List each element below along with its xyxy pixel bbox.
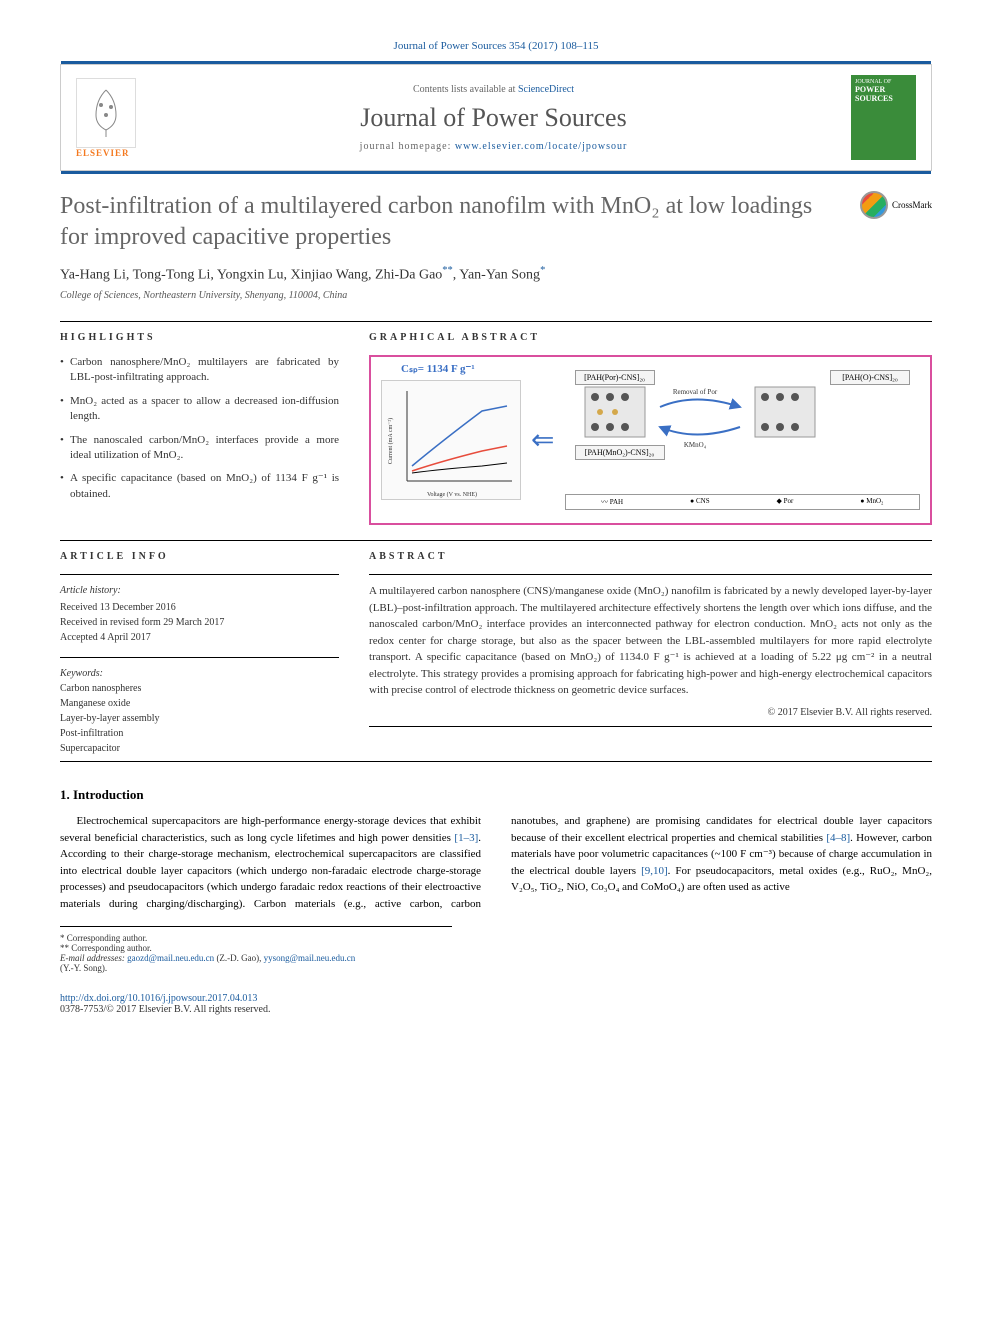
keyword: Manganese oxide (60, 696, 339, 711)
crossmark-badge[interactable]: CrossMark (860, 191, 932, 219)
ga-legend: 〰 PAH ● CNS ◆ Por ● MnO₂ (565, 494, 921, 510)
homepage-link[interactable]: www.elsevier.com/locate/jpowsour (455, 141, 627, 152)
crossmark-icon (860, 191, 888, 219)
journal-cover-thumbnail: JOURNAL OF POWER SOURCES (851, 75, 916, 160)
contents-prefix: Contents lists available at (413, 84, 518, 95)
corresponding-author-1: * Corresponding author. (60, 933, 452, 943)
authors-list: Ya-Hang Li, Tong-Tong Li, Yongxin Lu, Xi… (60, 265, 932, 284)
sciencedirect-link[interactable]: ScienceDirect (518, 84, 574, 95)
abstract-label: ABSTRACT (369, 551, 932, 562)
graphical-abstract-figure: Cₛₚ= 1134 F g⁻¹ Voltage (V vs. NHE) Curr… (369, 355, 932, 525)
homepage-line: journal homepage: www.elsevier.com/locat… (136, 141, 851, 152)
ref-link[interactable]: [4–8] (826, 832, 850, 844)
article-info: Article history: Received 13 December 20… (60, 583, 339, 645)
svg-text:Current (mA cm⁻²): Current (mA cm⁻²) (387, 418, 394, 464)
journal-reference: Journal of Power Sources 354 (2017) 108–… (60, 40, 932, 52)
revised-date: Received in revised form 29 March 2017 (60, 615, 339, 630)
footer-doi: http://dx.doi.org/10.1016/j.jpowsour.201… (60, 993, 932, 1004)
keywords-block: Keywords: Carbon nanospheres Manganese o… (60, 666, 339, 756)
contents-line: Contents lists available at ScienceDirec… (136, 84, 851, 95)
graphical-abstract-label: GRAPHICAL ABSTRACT (369, 332, 932, 343)
homepage-prefix: journal homepage: (360, 141, 455, 152)
elsevier-logo-block: ELSEVIER (76, 78, 136, 158)
abstract-copyright: © 2017 Elsevier B.V. All rights reserved… (369, 707, 932, 718)
email-link-1[interactable]: gaozd@mail.neu.edu.cn (127, 953, 214, 963)
doi-link[interactable]: http://dx.doi.org/10.1016/j.jpowsour.201… (60, 993, 257, 1004)
received-date: Received 13 December 2016 (60, 600, 339, 615)
article-title: Post-infiltration of a multilayered carb… (60, 191, 845, 253)
ga-chart: Voltage (V vs. NHE) Current (mA cm⁻²) (381, 380, 521, 500)
highlight-item: A specific capacitance (based on MnO₂) o… (60, 471, 339, 502)
header-center: Contents lists available at ScienceDirec… (136, 84, 851, 152)
keyword: Carbon nanospheres (60, 681, 339, 696)
highlights-list: Carbon nanosphere/MnO₂ multilayers are f… (60, 355, 339, 502)
elsevier-tree-icon (76, 78, 136, 148)
highlight-item: Carbon nanosphere/MnO₂ multilayers are f… (60, 355, 339, 386)
journal-name: Journal of Power Sources (136, 103, 851, 133)
intro-body: Electrochemical supercapacitors are high… (60, 813, 932, 912)
ga-schematic: [PAH(Por)-CNS]₂₀ [PAH(O)-CNS]₂₀ [PAH(MnO… (565, 370, 921, 510)
ga-csp-label: Cₛₚ= 1134 F g⁻¹ (401, 362, 475, 375)
article-info-label: ARTICLE INFO (60, 551, 339, 562)
keywords-label: Keywords: (60, 666, 339, 681)
keyword: Post-infiltration (60, 726, 339, 741)
email-label: E-mail addresses: (60, 953, 127, 963)
highlight-item: The nanoscaled carbon/MnO₂ interfaces pr… (60, 433, 339, 464)
corresponding-author-2: ** Corresponding author. (60, 943, 452, 953)
email-link-2[interactable]: yysong@mail.neu.edu.cn (264, 953, 356, 963)
ref-link[interactable]: [1–3] (454, 832, 478, 844)
ga-arrow-icon: ⇐ (531, 423, 554, 457)
svg-text:Voltage (V vs. NHE): Voltage (V vs. NHE) (427, 491, 477, 498)
highlights-label: HIGHLIGHTS (60, 332, 339, 343)
footnotes: * Corresponding author. ** Corresponding… (60, 926, 452, 973)
elsevier-label: ELSEVIER (76, 148, 136, 158)
highlight-item: MnO₂ acted as a spacer to allow a decrea… (60, 394, 339, 425)
svg-text:KMnO₄: KMnO₄ (683, 441, 706, 449)
accepted-date: Accepted 4 April 2017 (60, 630, 339, 645)
keyword: Layer-by-layer assembly (60, 711, 339, 726)
svg-text:Removal of Por: Removal of Por (672, 388, 717, 396)
keyword: Supercapacitor (60, 741, 339, 756)
crossmark-label: CrossMark (892, 200, 932, 210)
history-label: Article history: (60, 583, 339, 598)
ref-link[interactable]: [9,10] (641, 865, 668, 877)
journal-header: ELSEVIER Contents lists available at Sci… (60, 64, 932, 171)
affiliation: College of Sciences, Northeastern Univer… (60, 290, 932, 301)
footer-copyright: 0378-7753/© 2017 Elsevier B.V. All right… (60, 1004, 932, 1015)
intro-heading: 1. Introduction (60, 787, 932, 803)
abstract-text: A multilayered carbon nanosphere (CNS)/m… (369, 583, 932, 699)
